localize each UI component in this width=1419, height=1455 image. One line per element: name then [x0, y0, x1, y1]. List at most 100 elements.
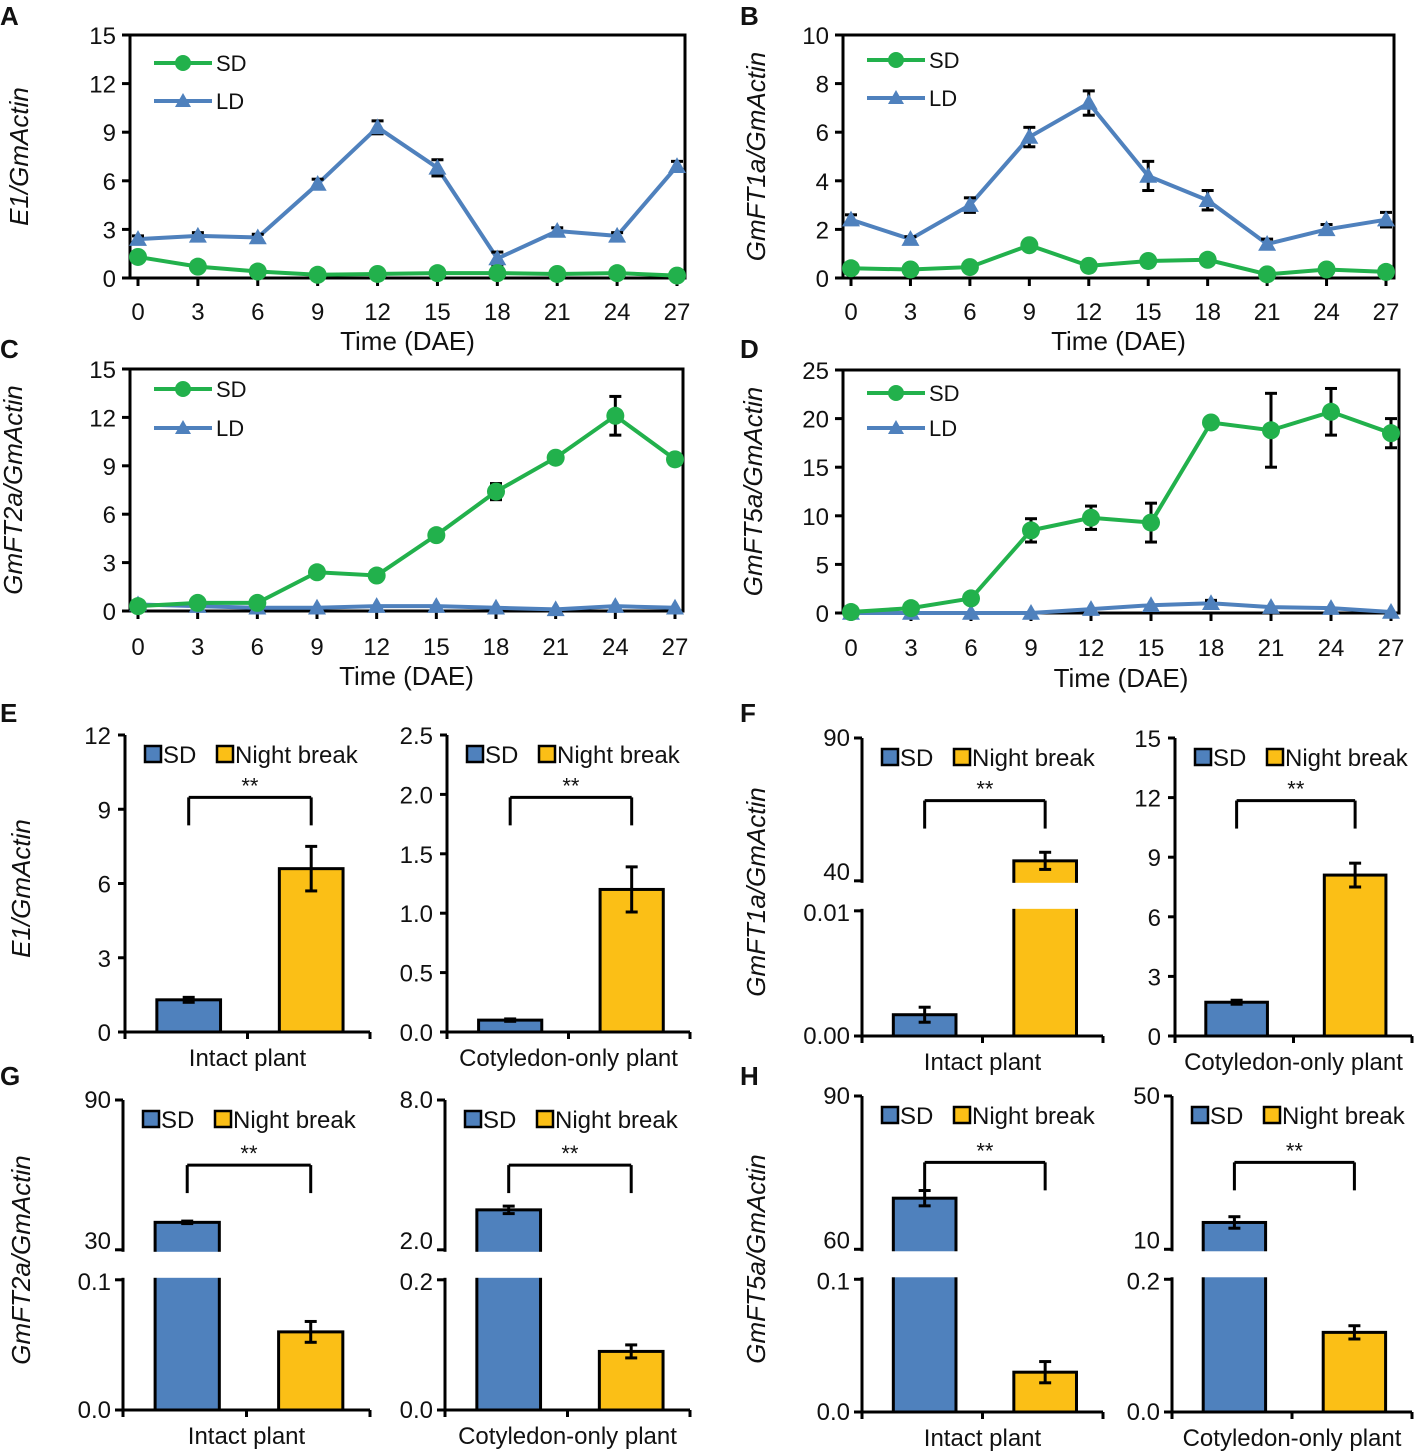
panel-f-sub1-category-label: Intact plant	[924, 1049, 1042, 1076]
panel-a-ytick-label: 6	[103, 169, 116, 196]
panel-d-ytick-label: 15	[802, 455, 829, 482]
panel-d-series-sd-point	[902, 599, 920, 618]
panel-b-series-ld-point	[1258, 234, 1277, 251]
panel-c-ytick-label: 9	[103, 454, 116, 481]
panel-c-xtick-label: 9	[310, 634, 323, 661]
panel-g-sub1-bar-sd-break-gap	[152, 1251, 223, 1278]
panel-g-sub1-legend-swatch-night-break	[213, 1109, 233, 1129]
panel-a-ytick-label: 12	[89, 72, 116, 99]
panel-c-ytick-label: 12	[89, 405, 116, 432]
panel-e-sub2-bar-night-break	[598, 887, 665, 1034]
panel-c-legend-marker-sd	[175, 381, 191, 397]
panel-b-series-sd-point	[1317, 260, 1336, 279]
panel-e-sub1-ytick-label: 0	[98, 1020, 111, 1047]
panel-a-xtick-label: 6	[251, 299, 264, 326]
panel-a-series-sd-point	[548, 264, 567, 283]
panel-b-legend-label-ld: LD	[929, 86, 957, 111]
panel-a-series-sd-point	[488, 264, 507, 283]
panel-e-sub1-bar-night-break	[277, 867, 345, 1034]
panel-g-letter: G	[0, 1061, 20, 1091]
panel-a-ytick-label: 9	[103, 120, 116, 147]
panel-a-xtick-label: 12	[364, 299, 391, 326]
panel-f-sub1-legend-swatch-night-break	[952, 747, 972, 767]
panel-b-series-sd-point	[1020, 236, 1039, 255]
panel-h-sub1-legend-swatch-night-break	[952, 1105, 972, 1125]
panel-d-series-ld-point	[1202, 594, 1220, 611]
panel-e-sub2-legend-swatch-night-break	[537, 744, 557, 764]
panel-h-sub1-significance-label: **	[976, 1138, 994, 1163]
panel-h-sub2-ytick-label: 0.2	[1127, 1268, 1160, 1295]
panel-h-sub2-ytick-label: 10	[1133, 1227, 1160, 1254]
panel-d-series-ld-point	[1262, 598, 1280, 614]
panel-d-series-ld-point	[1382, 603, 1400, 619]
panel-d-x-axis-label: Time (DAE)	[1054, 663, 1189, 693]
panel-e-sub2-ytick-label: 0.5	[400, 961, 433, 988]
panel-g-sub2-legend-label-sd: SD	[483, 1107, 516, 1134]
panel-d-series-sd-point	[1082, 508, 1100, 527]
panel-g-sub1-legend-label-night-break: Night break	[233, 1107, 357, 1134]
panel-g-sub1-axis-break	[117, 1251, 129, 1278]
panel-a-legend-marker-ld	[175, 93, 191, 107]
panel-d-xtick-label: 0	[844, 635, 857, 662]
panel-g-sub2-legend-label-night-break: Night break	[555, 1107, 679, 1134]
panel-c-series-sd-point	[367, 566, 386, 585]
panel-e-sub1-bar-sd	[155, 998, 223, 1034]
panel-h-sub2-legend-label-night-break: Night break	[1282, 1103, 1406, 1130]
panel-d-y-axis-label: GmFT5a/GmActin	[738, 387, 768, 596]
panel-b-ytick-label: 0	[816, 266, 829, 293]
panel-c-series-ld-point	[308, 598, 326, 615]
panel-c-xtick-label: 0	[131, 634, 144, 661]
panel-f-sub2-ytick-label: 15	[1134, 726, 1161, 753]
panel-a-legend-marker-sd	[175, 55, 191, 71]
panel-h-sub1-bar-sd	[891, 1196, 958, 1414]
panel-b-x-axis-label: Time (DAE)	[1051, 326, 1186, 356]
panel-d-ytick-label: 25	[802, 358, 829, 385]
panel-e-sub1-ytick-label: 9	[98, 797, 111, 824]
panel-a-series-ld-point	[548, 222, 567, 238]
panel-c-series-sd-point	[188, 593, 207, 612]
panel-g-sub2-legend-swatch-sd	[463, 1109, 483, 1129]
panel-e-sub1-ytick-label: 6	[98, 872, 111, 899]
panel-h-sub2-bar-night-break	[1321, 1330, 1388, 1414]
panel-g-sub1-category-label: Intact plant	[188, 1423, 306, 1450]
panel-c-legend-marker-ld	[175, 420, 191, 434]
panel-h-sub2-bar-sd-break-gap	[1200, 1251, 1269, 1278]
panel-h-sub2-ytick-label: 50	[1133, 1083, 1160, 1110]
panel-f-sub1-legend-label-night-break: Night break	[972, 745, 1096, 772]
panel-c-legend-label-ld: LD	[216, 416, 244, 441]
panel-f-sub2-legend-swatch-night-break	[1265, 747, 1285, 767]
panel-b-letter: B	[740, 1, 759, 31]
panel-a-y-axis-label: E1/GmActin	[4, 87, 34, 226]
panel-g-sub1-ytick-label: 30	[84, 1228, 111, 1255]
panel-e-sub1-ytick-label: 3	[98, 946, 111, 973]
panel-a-legend-label-ld: LD	[216, 89, 244, 114]
panel-d-xtick-label: 12	[1078, 635, 1105, 662]
panel-b-series-ld-point	[960, 196, 979, 212]
panel-a-xtick-label: 9	[311, 299, 324, 326]
panel-g-sub2-ytick-label: 0.0	[400, 1397, 433, 1424]
panel-f-sub1-bar-night-break-break-gap	[1010, 882, 1080, 909]
panel-e-sub2-ytick-label: 1.5	[400, 842, 433, 869]
panel-d-series-sd-point	[1262, 421, 1280, 440]
panel-e-sub2-legend-label-night-break: Night break	[557, 742, 681, 769]
panel-e-sub2-ytick-label: 1.0	[400, 901, 433, 928]
panel-f-sub1-legend-swatch-sd	[880, 747, 900, 767]
panel-a-series-ld-point	[368, 118, 387, 135]
panel-d-ytick-label: 20	[802, 407, 829, 434]
panel-b-series-ld-point	[901, 230, 920, 246]
panel-b-ytick-label: 2	[816, 217, 829, 244]
panel-d-series-sd-point	[1022, 521, 1040, 540]
panel-d-xtick-label: 24	[1318, 635, 1345, 662]
panel-e-sub1-legend-swatch-sd	[143, 744, 163, 764]
panel-g-sub2-axis-break	[439, 1251, 451, 1278]
panel-e-sub1-legend-swatch-night-break	[215, 744, 235, 764]
panel-c-series-ld-point	[367, 597, 386, 613]
panel-f-sub2-bar-sd	[1204, 1000, 1269, 1038]
panel-c-y-axis-label: GmFT2a/GmActin	[0, 385, 28, 594]
panel-a-letter: A	[0, 1, 19, 31]
panel-e-sub2-legend-label-sd: SD	[485, 742, 518, 769]
panel-c-series-ld-point	[427, 597, 446, 613]
panel-g-sub1-ytick-label: 90	[84, 1087, 111, 1114]
panel-d-series-ld-line	[851, 601, 1392, 615]
panel-b-series-sd-point	[842, 259, 860, 278]
